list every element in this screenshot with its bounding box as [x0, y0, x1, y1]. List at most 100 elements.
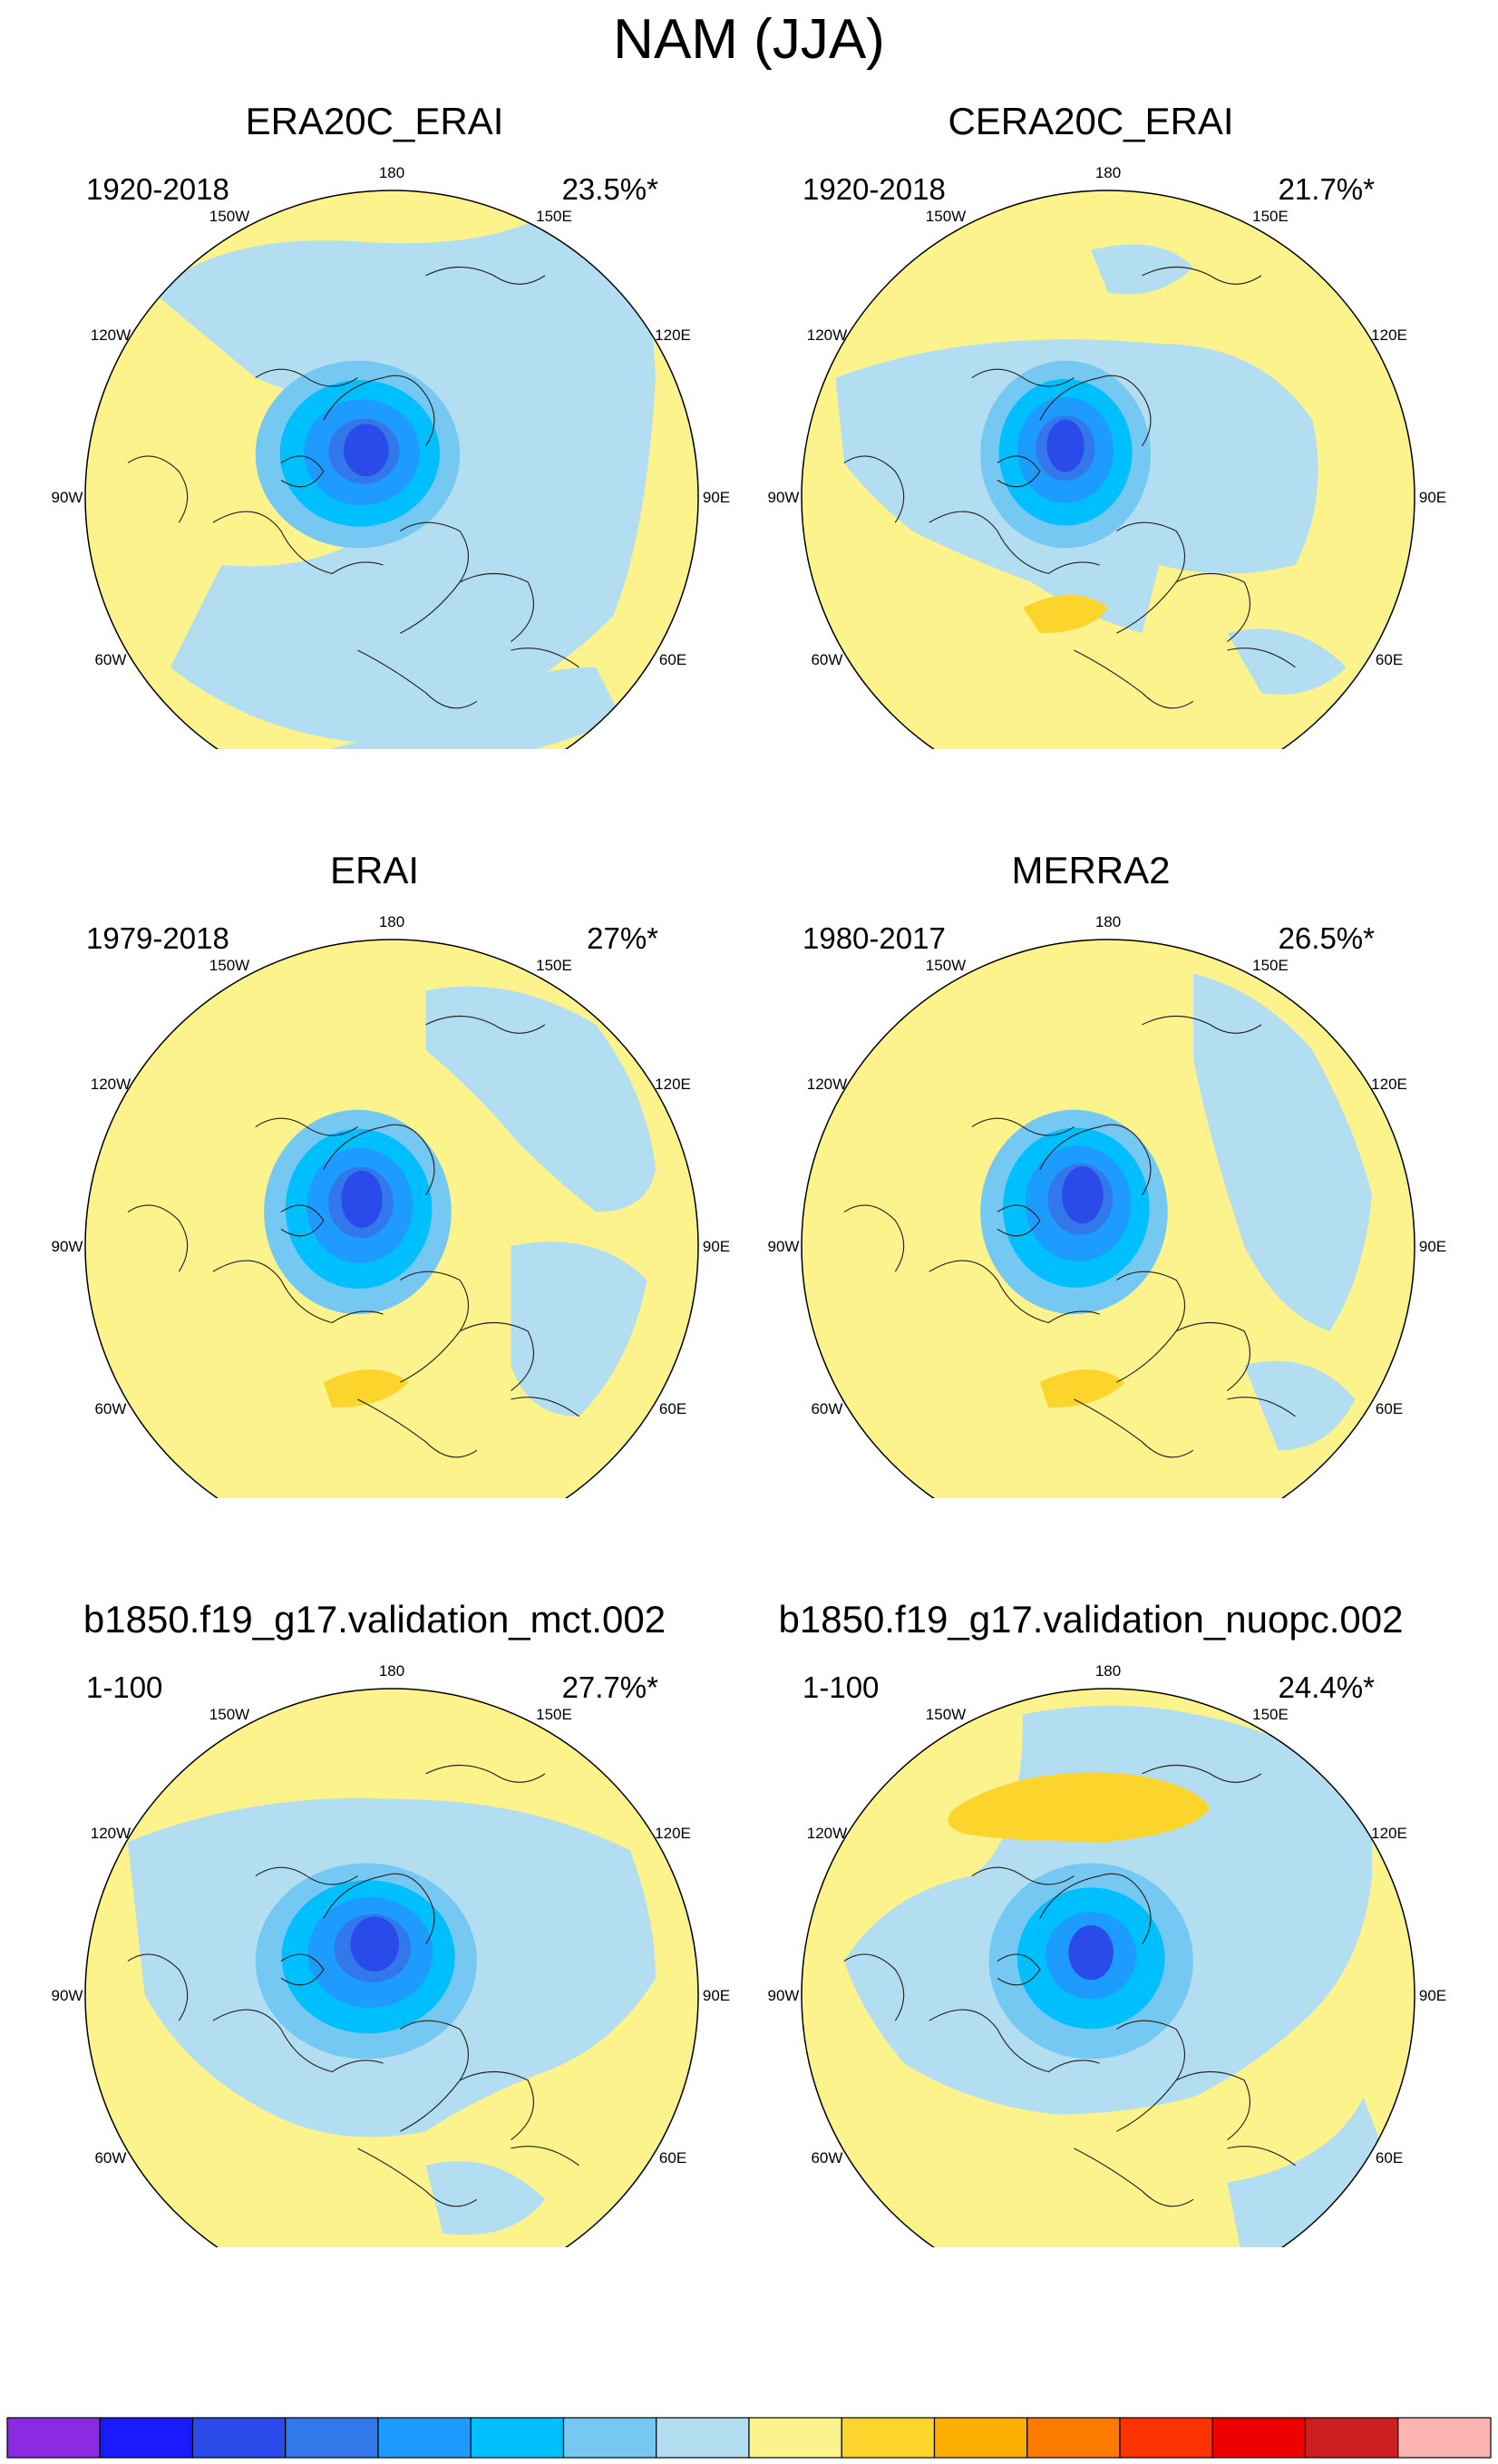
longitude-label: 150E — [536, 1706, 572, 1723]
coastline — [323, 1124, 435, 1195]
coastline — [997, 455, 1041, 488]
field-contour-min — [350, 1916, 400, 1972]
panel-title: CERA20C_ERAI — [948, 100, 1234, 142]
period-label: 1980-2017 — [802, 921, 946, 955]
longitude-label: 90W — [52, 1987, 83, 2004]
coastline — [357, 649, 478, 709]
coastline — [929, 2009, 1100, 2073]
longitude-label: 180 — [1095, 164, 1121, 181]
coastline — [357, 1398, 478, 1458]
panel-nuopc: b1850.f19_g17.validation_nuopc.002 1-100… — [716, 1498, 1465, 2247]
coastline — [1074, 1398, 1194, 1458]
colorbar-swatch — [748, 2417, 842, 2459]
field-contour-min — [1062, 1166, 1104, 1224]
map-field — [802, 1689, 1415, 2247]
colorbar-swatch — [562, 2417, 657, 2459]
period-label: 1979-2018 — [86, 921, 229, 955]
colorbar-swatch — [191, 2417, 287, 2459]
field-contour-min — [1068, 1924, 1114, 1981]
polar-map: 180150E120E90E60E30E030W60W90W120W150W — [768, 164, 1446, 749]
coastline — [255, 1866, 358, 1885]
panel-title: b1850.f19_g17.validation_nuopc.002 — [778, 1598, 1404, 1641]
colorbar-swatch — [285, 2417, 379, 2459]
coastline — [400, 2020, 470, 2132]
panel-title: MERRA2 — [1011, 849, 1171, 891]
colorbar-swatch — [470, 2417, 565, 2459]
coastline — [280, 1204, 325, 1237]
coastline — [400, 1271, 470, 1383]
panel-title: ERA20C_ERAI — [245, 100, 504, 142]
coastlines — [843, 1764, 1296, 2207]
coastline — [1175, 2070, 1250, 2141]
colorbar-tick-label: -2 — [546, 2459, 581, 2464]
coastline — [425, 266, 546, 285]
variance-label: 27%* — [587, 921, 658, 955]
colorbar-swatch — [933, 2417, 1028, 2459]
colorbar-tick-label: -7 — [83, 2459, 118, 2464]
longitude-label: 90E — [1419, 1238, 1446, 1255]
longitude-label: 60W — [811, 651, 842, 668]
coastline — [1039, 375, 1152, 446]
coastline — [997, 1953, 1041, 1986]
longitude-label: 90W — [52, 1238, 83, 1255]
coastline — [511, 648, 579, 668]
field-region-positive — [1039, 1369, 1125, 1408]
panel-cera20c-erai: CERA20C_ERAI 1920-2018 21.7%* 180 150E 120… — [716, 0, 1465, 749]
longitude-label: 120E — [655, 326, 691, 344]
coastline — [929, 511, 1100, 575]
field-contour-min — [341, 1170, 383, 1228]
colorbar-tick-label: -3 — [453, 2459, 489, 2464]
coastline — [127, 455, 189, 523]
coastline — [127, 1204, 189, 1272]
coastline — [1116, 1271, 1186, 1383]
colorbar-swatch — [6, 2417, 101, 2459]
longitude-label: 90W — [52, 489, 83, 506]
longitude-label: 180 — [379, 164, 404, 181]
coastline — [1142, 266, 1262, 285]
panel-erai: ERAI 1979-2018 27%* 180150E120E90E60E30E… — [0, 749, 749, 1498]
coastline — [511, 1397, 579, 1417]
coastlines — [843, 266, 1296, 709]
field-region-negative-weak — [1091, 244, 1193, 295]
longitude-label: 120E — [655, 1076, 691, 1093]
variance-label: 23.5%* — [561, 172, 658, 206]
polar-map: 180150E120E90E60E30E030W60W90W120W150W — [52, 913, 730, 1498]
colorbar-tick-label: -6 — [175, 2459, 210, 2464]
coastline — [843, 455, 905, 523]
polar-map: 180150E120E90E60E30E030W60W90W120W150W — [768, 1662, 1446, 2247]
coastline — [997, 1204, 1041, 1237]
coastline — [1227, 1397, 1296, 1417]
colorbar-swatch — [1119, 2417, 1213, 2459]
coastline — [971, 1866, 1075, 1885]
coastline — [255, 1117, 358, 1136]
longitude-label: 180 — [1095, 1662, 1121, 1680]
longitude-label: 60E — [1376, 2149, 1403, 2167]
field-region-positive — [1023, 594, 1108, 634]
longitude-label: 150W — [209, 957, 249, 974]
coastline — [971, 368, 1075, 387]
period-label: 1920-2018 — [86, 172, 229, 206]
variance-label: 21.7%* — [1278, 172, 1375, 206]
field-region-negative-weak — [511, 1242, 647, 1417]
coastline — [1074, 649, 1194, 709]
coastline — [843, 1204, 905, 1272]
field-region-negative-weak — [1244, 1360, 1356, 1451]
longitude-label: 120E — [655, 1825, 691, 1842]
longitude-label: 60W — [811, 1400, 842, 1417]
colorbar-swatch — [377, 2417, 472, 2459]
colorbar-tick-label: 7 — [1387, 2459, 1409, 2464]
longitude-label: 60W — [94, 651, 126, 668]
coastline — [1227, 2146, 1296, 2167]
period-label: 1-100 — [86, 1670, 163, 1704]
longitude-label: 150W — [926, 208, 966, 225]
panel-era20c-erai: ERA20C_ERAI 1920-2018 23.5%* 180 150E 120E… — [0, 0, 749, 749]
polar-map: 180150E120E90E60E30E030W60W90W120W150W — [768, 913, 1446, 1498]
coastline — [1039, 1873, 1152, 1944]
variance-label: 24.4%* — [1278, 1670, 1375, 1704]
colorbar-tick-label: 3 — [1016, 2459, 1038, 2464]
field-region-positive — [323, 1369, 409, 1408]
polar-map: 180150E120E90E60E30E030W60W90W120W150W — [52, 164, 730, 749]
colorbar-tick-label: 0 — [738, 2459, 760, 2464]
field-region-negative-weak — [1192, 973, 1373, 1331]
longitude-label: 150E — [1252, 1706, 1289, 1723]
